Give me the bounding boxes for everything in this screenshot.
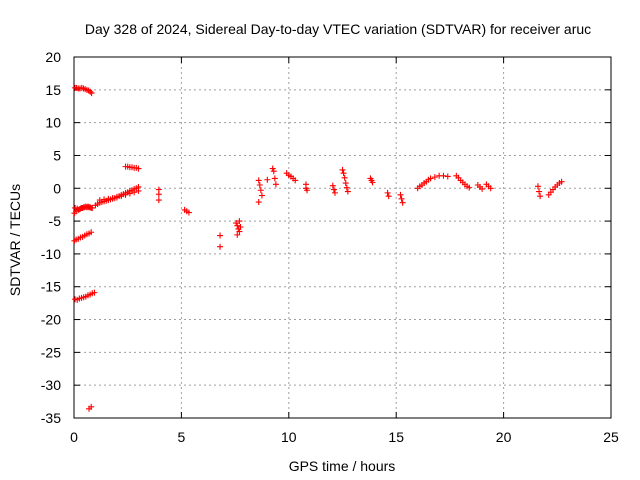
y-tick-label: -25 xyxy=(41,344,61,360)
y-tick-label: -5 xyxy=(49,213,62,229)
data-point xyxy=(255,177,262,184)
tick-label-layer: 0 5 10 15 20 25 -35 -30 -25 -20 -15 -10 -5 0 5 10 15 20 xyxy=(41,49,619,445)
x-tick-label: 15 xyxy=(388,429,404,445)
data-point xyxy=(269,165,276,172)
data-point xyxy=(89,204,96,211)
data-point xyxy=(339,166,346,173)
x-tick-label: 10 xyxy=(281,429,297,445)
y-axis-label: SDTVAR / TECUs xyxy=(7,184,23,296)
data-point xyxy=(264,176,271,183)
data-point xyxy=(385,193,392,200)
y-tick-label: -30 xyxy=(41,377,61,393)
y-tick-label: 5 xyxy=(53,147,61,163)
y-tick-label: 15 xyxy=(45,82,61,98)
data-point xyxy=(440,172,447,179)
data-point xyxy=(217,243,224,250)
data-point xyxy=(257,187,264,194)
x-tick-label: 5 xyxy=(178,429,186,445)
data-point xyxy=(91,289,98,296)
y-tick-label: -35 xyxy=(41,410,61,426)
data-point xyxy=(234,222,241,229)
data-point xyxy=(135,187,142,194)
data-point xyxy=(487,185,494,192)
data-point xyxy=(398,195,405,202)
x-tick-label: 0 xyxy=(70,429,78,445)
y-tick-label: -20 xyxy=(41,312,61,328)
data-point xyxy=(427,175,434,182)
y-tick-label: -10 xyxy=(41,246,61,262)
data-point xyxy=(236,218,243,225)
data-point xyxy=(466,184,473,191)
data-point xyxy=(431,174,438,181)
data-point xyxy=(369,179,376,186)
plot-frame xyxy=(73,56,612,419)
data-point xyxy=(340,170,347,177)
y-tick-label: 0 xyxy=(53,180,61,196)
data-point xyxy=(331,189,338,196)
data-point xyxy=(185,209,192,216)
data-point xyxy=(330,186,337,193)
data-point xyxy=(88,229,95,236)
data-point xyxy=(384,189,391,196)
chart-title: Day 328 of 2024, Sidereal Day-to-day VTE… xyxy=(85,21,591,37)
data-point xyxy=(292,177,299,184)
data-point xyxy=(255,199,262,206)
data-point xyxy=(234,231,241,238)
data-point xyxy=(236,228,243,235)
data-point xyxy=(155,191,162,198)
data-point xyxy=(344,188,351,195)
data-point xyxy=(87,88,94,95)
data-point xyxy=(534,183,541,190)
data-point xyxy=(341,174,348,181)
grid-layer xyxy=(74,57,611,418)
data-point xyxy=(109,195,116,202)
data-point xyxy=(131,189,138,196)
data-point xyxy=(342,180,349,187)
data-point xyxy=(118,193,125,200)
data-point xyxy=(88,403,95,410)
data-point xyxy=(397,191,404,198)
marker-layer xyxy=(71,84,565,412)
data-point xyxy=(558,178,565,185)
data-point xyxy=(536,188,543,195)
data-point xyxy=(155,197,162,204)
data-point xyxy=(105,195,112,202)
data-point xyxy=(96,197,103,204)
data-point xyxy=(217,232,224,239)
tick-layer xyxy=(73,56,612,419)
x-tick-label: 25 xyxy=(603,429,619,445)
data-point xyxy=(237,223,244,230)
data-point xyxy=(256,181,263,188)
data-point xyxy=(122,191,129,198)
data-point xyxy=(271,175,278,182)
data-point xyxy=(537,193,544,200)
y-tick-label: 20 xyxy=(45,49,61,65)
x-axis-label: GPS time / hours xyxy=(289,458,396,474)
data-point xyxy=(270,168,277,175)
data-point xyxy=(126,190,133,197)
data-point xyxy=(479,185,486,192)
data-point xyxy=(399,199,406,206)
data-point xyxy=(304,187,311,194)
data-point xyxy=(233,220,240,227)
data-point xyxy=(329,182,336,189)
data-point xyxy=(113,194,120,201)
data-point xyxy=(258,192,265,199)
y-tick-label: 10 xyxy=(45,115,61,131)
data-point xyxy=(101,196,108,203)
y-tick-label: -15 xyxy=(41,279,61,295)
x-tick-label: 20 xyxy=(496,429,512,445)
data-point xyxy=(135,165,142,172)
data-point xyxy=(88,90,95,97)
data-point xyxy=(272,181,279,188)
data-point xyxy=(343,184,350,191)
data-point xyxy=(444,173,451,180)
